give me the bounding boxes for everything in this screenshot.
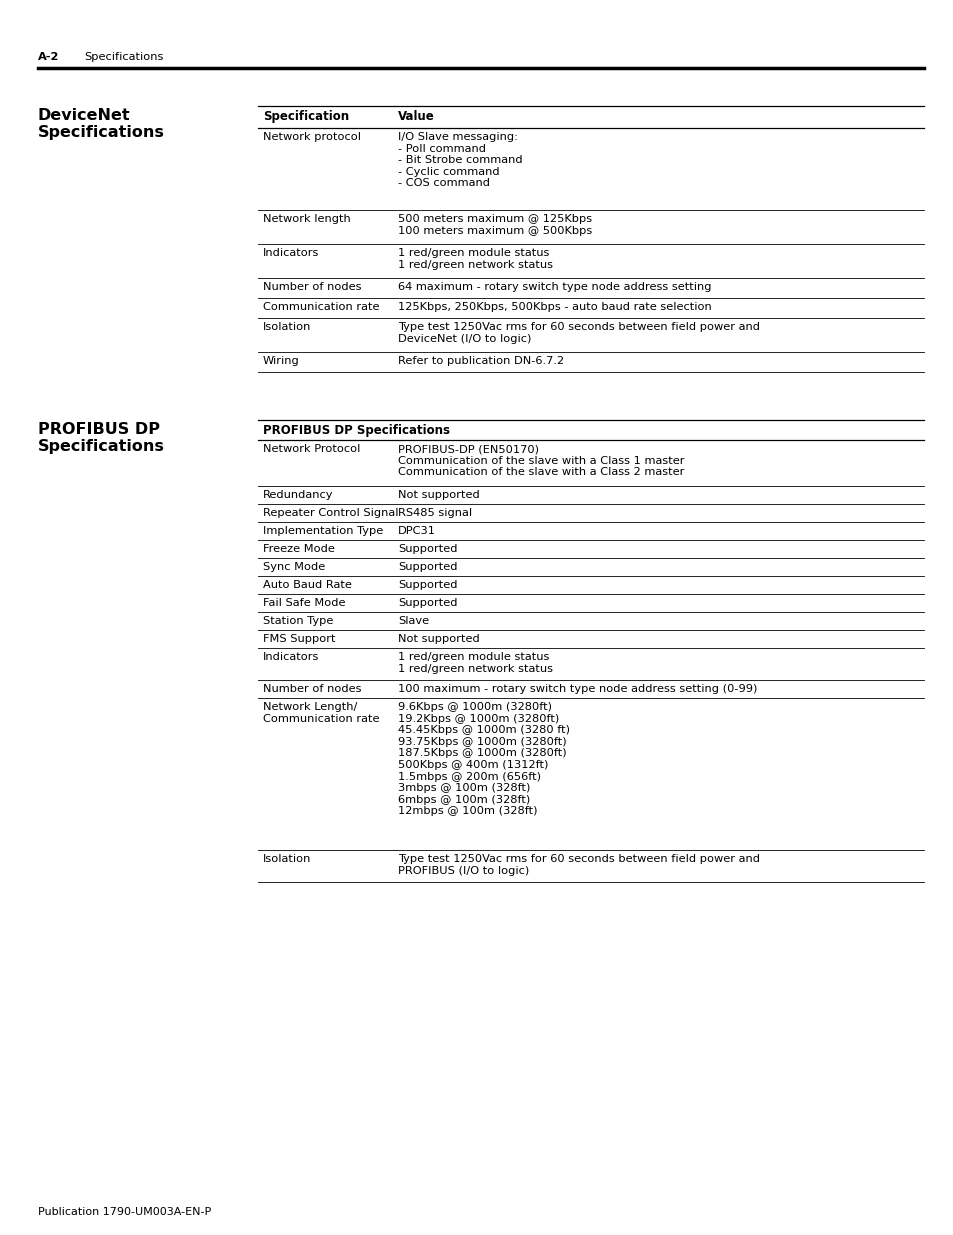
Text: Station Type: Station Type: [263, 616, 333, 626]
Text: Specification: Specification: [263, 110, 349, 124]
Text: Indicators: Indicators: [263, 248, 319, 258]
Text: Isolation: Isolation: [263, 853, 311, 864]
Text: Indicators: Indicators: [263, 652, 319, 662]
Text: Supported: Supported: [397, 543, 457, 555]
Text: RS485 signal: RS485 signal: [397, 508, 472, 517]
Text: Type test 1250Vac rms for 60 seconds between field power and
PROFIBUS (I/O to lo: Type test 1250Vac rms for 60 seconds bet…: [397, 853, 760, 876]
Text: Specifications: Specifications: [84, 52, 163, 62]
Text: Specifications: Specifications: [38, 438, 165, 454]
Text: Sync Mode: Sync Mode: [263, 562, 325, 572]
Text: PROFIBUS-DP (EN50170)
Communication of the slave with a Class 1 master
Communica: PROFIBUS-DP (EN50170) Communication of t…: [397, 445, 684, 477]
Text: Fail Safe Mode: Fail Safe Mode: [263, 598, 345, 608]
Text: Not supported: Not supported: [397, 490, 479, 500]
Text: Wiring: Wiring: [263, 356, 299, 366]
Text: 100 maximum - rotary switch type node address setting (0-99): 100 maximum - rotary switch type node ad…: [397, 684, 757, 694]
Text: PROFIBUS DP: PROFIBUS DP: [38, 422, 160, 437]
Text: Network length: Network length: [263, 214, 351, 224]
Text: Type test 1250Vac rms for 60 seconds between field power and
DeviceNet (I/O to l: Type test 1250Vac rms for 60 seconds bet…: [397, 322, 760, 343]
Text: Communication rate: Communication rate: [263, 303, 379, 312]
Text: Supported: Supported: [397, 580, 457, 590]
Text: 1 red/green module status
1 red/green network status: 1 red/green module status 1 red/green ne…: [397, 652, 553, 673]
Text: 500 meters maximum @ 125Kbps
100 meters maximum @ 500Kbps: 500 meters maximum @ 125Kbps 100 meters …: [397, 214, 592, 236]
Text: Publication 1790-UM003A-EN-P: Publication 1790-UM003A-EN-P: [38, 1207, 211, 1216]
Text: Network Length/
Communication rate: Network Length/ Communication rate: [263, 701, 379, 724]
Text: PROFIBUS DP Specifications: PROFIBUS DP Specifications: [263, 424, 450, 437]
Text: Auto Baud Rate: Auto Baud Rate: [263, 580, 352, 590]
Text: Not supported: Not supported: [397, 634, 479, 643]
Text: Supported: Supported: [397, 562, 457, 572]
Text: I/O Slave messaging:
- Poll command
- Bit Strobe command
- Cyclic command
- COS : I/O Slave messaging: - Poll command - Bi…: [397, 132, 522, 189]
Text: 64 maximum - rotary switch type node address setting: 64 maximum - rotary switch type node add…: [397, 282, 711, 291]
Text: Isolation: Isolation: [263, 322, 311, 332]
Text: DPC31: DPC31: [397, 526, 436, 536]
Text: Specifications: Specifications: [38, 125, 165, 140]
Text: Redundancy: Redundancy: [263, 490, 334, 500]
Text: Supported: Supported: [397, 598, 457, 608]
Text: A-2: A-2: [38, 52, 59, 62]
Text: Number of nodes: Number of nodes: [263, 684, 361, 694]
Text: Repeater Control Signal: Repeater Control Signal: [263, 508, 398, 517]
Text: Slave: Slave: [397, 616, 429, 626]
Text: 1 red/green module status
1 red/green network status: 1 red/green module status 1 red/green ne…: [397, 248, 553, 269]
Text: FMS Support: FMS Support: [263, 634, 335, 643]
Text: Number of nodes: Number of nodes: [263, 282, 361, 291]
Text: Freeze Mode: Freeze Mode: [263, 543, 335, 555]
Text: 9.6Kbps @ 1000m (3280ft)
19.2Kbps @ 1000m (3280ft)
45.45Kbps @ 1000m (3280 ft)
9: 9.6Kbps @ 1000m (3280ft) 19.2Kbps @ 1000…: [397, 701, 569, 816]
Text: Network Protocol: Network Protocol: [263, 445, 360, 454]
Text: Implementation Type: Implementation Type: [263, 526, 383, 536]
Text: Network protocol: Network protocol: [263, 132, 360, 142]
Text: Value: Value: [397, 110, 435, 124]
Text: DeviceNet: DeviceNet: [38, 107, 131, 124]
Text: Refer to publication DN-6.7.2: Refer to publication DN-6.7.2: [397, 356, 563, 366]
Text: 125Kbps, 250Kbps, 500Kbps - auto baud rate selection: 125Kbps, 250Kbps, 500Kbps - auto baud ra…: [397, 303, 711, 312]
